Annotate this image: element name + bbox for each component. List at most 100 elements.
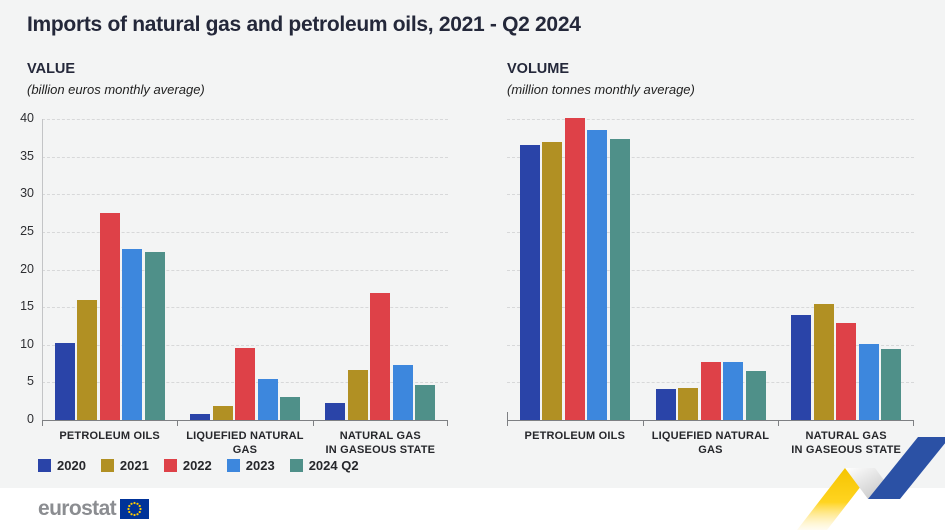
eu-flag-star: [136, 513, 139, 516]
category-label: NATURAL GAS IN GASEOUS STATE: [778, 429, 914, 458]
y-axis-tick-label: 5: [27, 374, 34, 389]
bar-2021-petroleum-oils: [77, 299, 98, 420]
y-axis-tick-label: 10: [20, 336, 34, 351]
category-label-line: LIQUEFIED NATURAL GAS: [651, 430, 770, 457]
bar-2020-petroleum-oils: [519, 144, 540, 420]
eu-flag-star: [127, 507, 130, 511]
bar-2021-natural-gas-in-gaseous-state: [813, 304, 834, 420]
ribbon-blue-segment: [868, 437, 945, 499]
value-bar-chart: 0 5 10 15 20 25 30 35 40 PETROLEUM OILS LIQUEFIED …: [20, 111, 448, 456]
x-axis-tick: [177, 420, 178, 426]
bar-2023-natural-gas-in-gaseous-state: [858, 344, 879, 420]
legend-item-2024-q2: 2024 Q2: [289, 458, 359, 473]
legend-label: 2023: [245, 458, 275, 473]
value-panel-subtitle: (billion euros monthly average): [27, 82, 205, 97]
bar-2022-petroleum-oils: [564, 118, 585, 420]
legend-item-2023: 2023: [226, 458, 275, 473]
bar-2024-q2-liquefied-natural-gas: [280, 397, 300, 420]
gridline-25: [507, 231, 914, 233]
eurostat-logo: eurostat: [38, 497, 150, 521]
bar-2021-liquefied-natural-gas: [678, 387, 698, 420]
gridline-10: [42, 344, 448, 346]
eu-flag-star: [128, 504, 131, 508]
bar-2020-petroleum-oils: [54, 343, 75, 420]
gridline-30: [42, 194, 448, 196]
chart-title: Imports of natural gas and petroleum oil…: [27, 13, 581, 36]
eu-flag-star: [138, 504, 141, 508]
eu-flag-star: [130, 513, 133, 516]
bar-2020-natural-gas-in-gaseous-state: [325, 403, 346, 420]
category-label-line: NATURAL GAS: [805, 430, 887, 442]
legend-swatch: [226, 459, 240, 472]
bar-2024-q2-petroleum-oils: [609, 139, 630, 420]
bar-2020-natural-gas-in-gaseous-state: [791, 314, 812, 420]
bar-2024-q2-liquefied-natural-gas: [745, 371, 766, 420]
y-axis-tick-label: 30: [20, 186, 34, 201]
legend-item-2021: 2021: [100, 458, 149, 473]
legend-label: 2022: [182, 458, 212, 473]
eurostat-wordmark: eurostat: [38, 497, 117, 520]
legend-label: 2021: [119, 458, 149, 473]
y-axis-tick-label: 25: [20, 223, 34, 238]
category-label: PETROLEUM OILS: [507, 429, 643, 443]
legend-label: 2024 Q2: [308, 458, 359, 473]
bar-2024-q2-petroleum-oils: [144, 252, 165, 420]
ukraine-ribbon-decoration: [797, 437, 945, 530]
category-label-line: NATURAL GAS: [339, 430, 421, 442]
category-label-line: PETROLEUM OILS: [59, 430, 160, 442]
bar-2021-liquefied-natural-gas: [212, 405, 233, 420]
volume-bar-chart: PETROLEUM OILS LIQUEFIED NATURAL GAS NATUR…: [507, 118, 914, 456]
eu-flag-star: [128, 510, 131, 514]
x-axis-tick: [42, 420, 43, 426]
y-axis-tick-label: 20: [20, 261, 34, 276]
bar-2023-petroleum-oils: [122, 249, 143, 420]
legend-swatch: [163, 459, 177, 472]
x-axis-line: [42, 420, 448, 421]
legend-label: 2020: [57, 458, 86, 473]
legend-item-2022: 2022: [163, 458, 212, 473]
x-axis-tick: [507, 420, 508, 426]
bar-2022-natural-gas-in-gaseous-state: [836, 322, 857, 420]
gridline-20: [507, 269, 914, 271]
value-panel-heading: VALUE: [27, 61, 76, 77]
category-label: LIQUEFIED NATURAL GAS: [177, 429, 312, 458]
bar-2024-q2-natural-gas-in-gaseous-state: [881, 349, 902, 420]
y-axis-tick-label: 40: [20, 111, 34, 125]
category-label-line: PETROLEUM OILS: [524, 430, 626, 442]
bar-2021-petroleum-oils: [542, 142, 563, 420]
category-label-line: IN GASEOUS STATE: [791, 444, 902, 457]
x-axis-tick: [913, 420, 914, 426]
eu-flag-star: [136, 502, 139, 505]
eu-flag-star: [130, 502, 133, 505]
legend: 2020 2021 2022 2023 2024 Q2: [38, 458, 359, 473]
footer: eurostat: [0, 488, 945, 530]
bar-2022-petroleum-oils: [99, 213, 120, 420]
bar-2023-liquefied-natural-gas: [723, 362, 743, 420]
bar-2022-natural-gas-in-gaseous-state: [370, 292, 391, 420]
gridline-15: [42, 307, 448, 309]
bar-2023-petroleum-oils: [587, 129, 608, 420]
eu-flag-star: [133, 513, 136, 517]
eu-flag-star: [138, 510, 141, 514]
gridline-20: [42, 269, 448, 271]
eu-flag-star: [133, 501, 136, 505]
legend-swatch: [289, 459, 303, 472]
category-label-line: IN GASEOUS STATE: [325, 444, 436, 457]
gridline-30: [507, 194, 914, 196]
ribbon-yellow-segment: [797, 468, 875, 530]
eu-flag-icon: [120, 499, 150, 519]
y-axis-line: [507, 412, 508, 420]
bar-2024-q2-natural-gas-in-gaseous-state: [415, 385, 436, 420]
x-axis-tick: [447, 420, 448, 426]
gridline-40: [507, 119, 914, 120]
x-axis-tick: [778, 420, 779, 426]
eu-flag-star: [139, 507, 142, 511]
bar-2020-liquefied-natural-gas: [655, 389, 676, 420]
legend-item-2020: 2020: [38, 458, 86, 473]
y-axis-line: [42, 119, 43, 420]
category-label-line: LIQUEFIED NATURAL GAS: [186, 430, 304, 457]
gridline-35: [42, 156, 448, 158]
x-axis-tick: [313, 420, 314, 426]
gridline-15: [507, 307, 914, 309]
